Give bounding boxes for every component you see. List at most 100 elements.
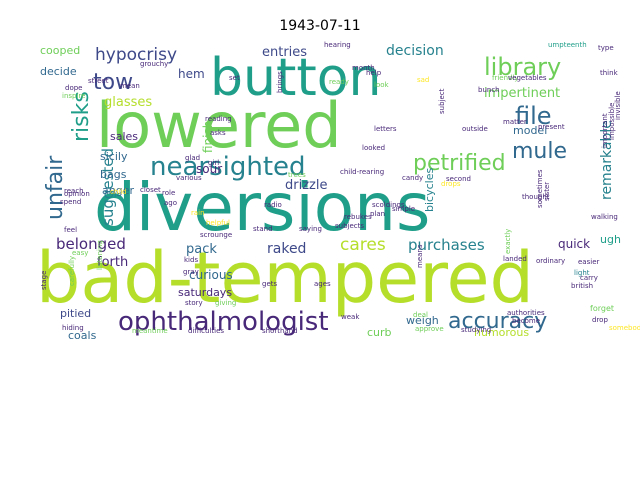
word-model: model	[513, 124, 547, 137]
word-unfair: unfair	[43, 155, 68, 220]
word-ready: ready	[329, 78, 349, 86]
word-grouchy: grouchy	[140, 60, 168, 68]
word-gets: gets	[262, 280, 277, 288]
word-curb: curb	[367, 326, 392, 339]
word-drizzle: drizzle	[285, 178, 327, 193]
word-petrified: petrified	[413, 151, 506, 176]
word-outside: outside	[462, 125, 488, 133]
word-forget: forget	[590, 304, 614, 313]
word-second: second	[446, 175, 471, 183]
word-carefully: carefully	[68, 256, 76, 286]
word-raked: raked	[267, 241, 306, 257]
word-exactly: exactly	[504, 229, 512, 254]
word-remarkable: remarkable	[599, 120, 615, 200]
word-weigh: weigh	[406, 314, 439, 327]
word-british: british	[571, 282, 593, 290]
word-invisible: invisible	[614, 91, 622, 120]
word-decide: decide	[40, 65, 77, 78]
word-present: present	[538, 123, 565, 131]
word-library: library	[484, 53, 561, 81]
word-ages: ages	[314, 280, 331, 288]
word-scrounge: scrounge	[200, 231, 232, 239]
word-glad: glad	[185, 154, 200, 162]
word-pitied: pitied	[60, 307, 91, 320]
word-inspire: inspire	[62, 92, 85, 100]
word-purchases: purchases	[408, 236, 485, 254]
word-role: role	[162, 189, 175, 197]
word-shorthand: shorthand	[262, 327, 298, 335]
word-anger: anger	[102, 184, 134, 197]
word-simple: simple	[392, 205, 415, 213]
word-sour: sour	[196, 162, 222, 176]
word-reach: reach	[64, 187, 84, 195]
word-bicycles: bicycles	[423, 168, 436, 212]
word-vegetables: vegetables	[508, 74, 547, 82]
word-thought: thought	[522, 193, 550, 201]
word-accuracy: accuracy	[448, 309, 547, 334]
word-walking: walking	[591, 213, 618, 221]
word-approve: approve	[415, 325, 444, 333]
word-radio: radio	[264, 201, 282, 209]
word-meantime: meantime	[132, 327, 168, 335]
word-help: help	[366, 69, 382, 77]
word-saying: saying	[299, 225, 322, 233]
word-child-rearing: child-rearing	[340, 168, 384, 176]
word-light: light	[574, 269, 590, 277]
word-ordinary: ordinary	[536, 257, 565, 265]
word-mean: mean	[120, 82, 140, 90]
word-reading: reading	[205, 115, 232, 123]
word-month: month	[352, 64, 375, 72]
word-quick: quick	[558, 237, 590, 251]
word-suggested: suggested	[99, 148, 117, 226]
word-finish: finish.	[201, 117, 215, 153]
word-stage: stage	[40, 271, 48, 290]
word-bad-tempered: bad-tempered	[36, 237, 534, 319]
word-subjects: subjects	[335, 222, 364, 230]
word-hearing: hearing	[324, 41, 351, 49]
word-entries: entries	[262, 45, 307, 60]
word-landed: landed	[503, 255, 527, 263]
word-deal: deal	[413, 311, 428, 319]
word-carry: carry	[580, 274, 598, 282]
word-various: various	[176, 174, 202, 182]
word-means: means	[416, 244, 424, 268]
word-pack: pack	[186, 242, 217, 257]
word-drops: drops	[441, 180, 461, 188]
word-rebukes: rebukes	[344, 213, 372, 221]
word-friendly: friendly	[492, 74, 519, 82]
word-listening: listening	[96, 240, 104, 270]
word-opinion: opinion	[64, 190, 90, 198]
word-subject: subject	[438, 88, 446, 114]
word-looked: looked	[362, 144, 385, 152]
word-impertinent: impertinent	[484, 86, 560, 101]
word-decision: decision	[386, 43, 444, 59]
word-difficulties: difficulties	[188, 327, 224, 335]
word-spend: spend	[60, 198, 81, 206]
word-child: child	[110, 188, 127, 196]
word-button: button	[210, 48, 382, 108]
word-matter: matter	[503, 118, 527, 126]
chart-title: 1943-07-11	[279, 18, 361, 34]
word-become: become	[512, 317, 540, 325]
word-sometimes: sometimes	[536, 169, 544, 208]
word-sister: sister	[543, 182, 551, 201]
word-letters: letters	[374, 125, 397, 133]
word-look: look	[374, 81, 390, 89]
word-risks: risks	[69, 91, 94, 142]
word-belonged: belonged	[56, 235, 126, 253]
word-girl: girl	[208, 159, 219, 167]
word-plan: plan	[370, 210, 385, 218]
word-hiding: hiding	[62, 324, 84, 332]
word-candy: candy	[402, 174, 423, 182]
word-story: story	[185, 299, 203, 307]
word-scoldings: scoldings	[372, 201, 405, 209]
word-type: type	[598, 44, 614, 52]
word-helpful: helpful	[206, 219, 230, 227]
word-glasses: glasses	[104, 95, 152, 110]
word-easy: easy	[72, 249, 88, 257]
word-set: set	[229, 74, 240, 82]
word-feel: feel	[64, 226, 77, 234]
word-kids: kids	[184, 256, 198, 264]
word-sad: sad	[417, 76, 429, 84]
